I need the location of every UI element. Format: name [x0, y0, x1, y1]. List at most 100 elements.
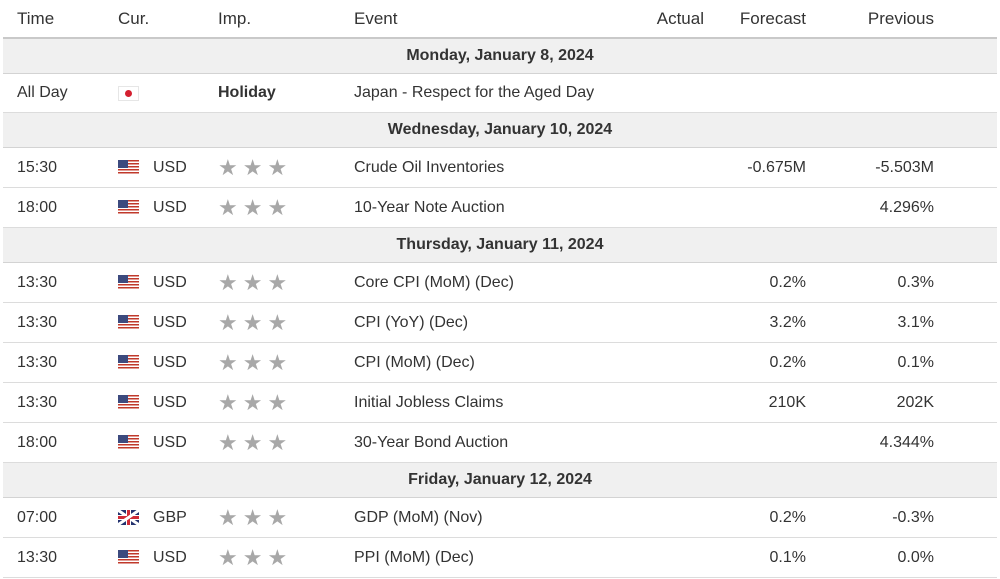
us-flag-icon	[118, 200, 139, 215]
event-previous: 202K	[896, 393, 934, 411]
event-previous: 4.296%	[879, 198, 934, 216]
holiday-label: Holiday	[218, 84, 276, 101]
event-forecast	[703, 74, 806, 112]
importance-stars: ★ ★ ★	[218, 538, 287, 577]
table-row[interactable]: 13:30 USD ★ ★ ★ PPI (MoM) (Dec) 0.1% 0.0%	[3, 538, 997, 578]
event-currency: USD	[118, 188, 187, 227]
event-name[interactable]: CPI (YoY) (Dec)	[354, 313, 469, 331]
gb-flag-icon	[118, 510, 139, 525]
event-forecast: 0.1%	[769, 548, 806, 566]
star-icon: ★	[242, 544, 263, 570]
event-name[interactable]: Japan - Respect for the Aged Day	[354, 84, 595, 101]
event-previous: 0.0%	[897, 548, 934, 566]
event-forecast: 0.2%	[769, 508, 806, 526]
event-actual	[603, 188, 704, 227]
day-header: Friday, January 12, 2024	[3, 463, 997, 498]
star-icon: ★	[242, 269, 263, 295]
event-currency: USD	[118, 303, 187, 342]
table-row[interactable]: 15:30 USD ★ ★ ★ Crude Oil Inventories -0.6…	[3, 148, 997, 188]
event-actual	[603, 74, 704, 112]
event-forecast: 3.2%	[769, 313, 806, 331]
event-actual	[603, 263, 704, 302]
table-row[interactable]: 07:00 GBP ★ ★ ★ GDP (MoM) (Nov) 0.2% -0.3%	[3, 498, 997, 538]
star-icon: ★	[218, 349, 238, 375]
day-header: Monday, January 8, 2024	[3, 39, 997, 74]
table-row[interactable]: 18:00 USD ★ ★ ★ 30-Year Bond Auction 4.344…	[3, 423, 997, 463]
us-flag-icon	[118, 275, 139, 290]
event-currency: USD	[118, 148, 187, 187]
event-time: 07:00	[17, 508, 58, 526]
importance-stars: ★ ★ ★	[218, 188, 287, 227]
event-name[interactable]: Crude Oil Inventories	[354, 158, 505, 176]
table-row[interactable]: 13:30 USD ★ ★ ★ CPI (MoM) (Dec) 0.2% 0.1%	[3, 343, 997, 383]
importance-stars: ★ ★ ★	[218, 498, 287, 537]
event-name[interactable]: GDP (MoM) (Nov)	[354, 508, 483, 526]
us-flag-icon	[118, 395, 139, 410]
star-icon: ★	[267, 504, 288, 530]
economic-calendar: Time Cur. Imp. Event Actual Forecast Pre…	[3, 0, 997, 578]
star-icon: ★	[242, 389, 263, 415]
star-icon: ★	[242, 504, 263, 530]
event-name[interactable]: PPI (MoM) (Dec)	[354, 548, 474, 566]
event-actual	[603, 343, 704, 382]
event-actual	[603, 303, 704, 342]
event-forecast	[703, 188, 806, 227]
col-time-header[interactable]: Time	[17, 8, 55, 28]
event-currency: USD	[118, 263, 187, 302]
event-forecast	[703, 423, 806, 462]
event-actual	[603, 383, 704, 422]
table-row[interactable]: All Day Holiday Japan - Respect for the …	[3, 74, 997, 113]
event-actual	[603, 148, 704, 187]
event-currency: GBP	[118, 498, 187, 537]
day-header: Wednesday, January 10, 2024	[3, 113, 997, 148]
event-forecast: 0.2%	[769, 273, 806, 291]
event-time: 13:30	[17, 353, 58, 371]
us-flag-icon	[118, 315, 139, 330]
importance-stars: ★ ★ ★	[218, 423, 287, 462]
table-row[interactable]: 18:00 USD ★ ★ ★ 10-Year Note Auction 4.296…	[3, 188, 997, 228]
importance-stars: ★ ★ ★	[218, 263, 287, 302]
col-event-header[interactable]: Event	[354, 8, 398, 28]
day-header: Thursday, January 11, 2024	[3, 228, 997, 263]
event-name[interactable]: 30-Year Bond Auction	[354, 433, 509, 451]
col-previous-header[interactable]: Previous	[867, 8, 934, 28]
event-previous: 0.3%	[897, 273, 934, 291]
star-icon: ★	[218, 429, 238, 455]
table-row[interactable]: 13:30 USD ★ ★ ★ CPI (YoY) (Dec) 3.2% 3.1%	[3, 303, 997, 343]
importance-stars: ★ ★ ★	[218, 148, 287, 187]
star-icon: ★	[218, 269, 238, 295]
event-currency: USD	[118, 383, 187, 422]
event-previous: -0.3%	[892, 508, 934, 526]
event-currency: USD	[118, 343, 187, 382]
star-icon: ★	[267, 429, 288, 455]
event-name[interactable]: Initial Jobless Claims	[354, 393, 504, 411]
event-actual	[603, 498, 704, 537]
us-flag-icon	[118, 550, 139, 565]
col-forecast-header[interactable]: Forecast	[739, 8, 806, 28]
star-icon: ★	[267, 154, 288, 180]
event-time: 18:00	[17, 433, 58, 451]
event-previous	[833, 74, 934, 112]
event-time: 18:00	[17, 198, 58, 216]
table-row[interactable]: 13:30 USD ★ ★ ★ Initial Jobless Claims 210…	[3, 383, 997, 423]
event-previous: -5.503M	[875, 158, 934, 176]
event-name[interactable]: CPI (MoM) (Dec)	[354, 353, 475, 371]
event-name[interactable]: 10-Year Note Auction	[354, 198, 505, 216]
star-icon: ★	[242, 194, 263, 220]
star-icon: ★	[218, 194, 238, 220]
col-currency-header[interactable]: Cur.	[118, 8, 150, 28]
event-forecast: 210K	[768, 393, 806, 411]
us-flag-icon	[118, 160, 139, 175]
col-importance-header[interactable]: Imp.	[218, 8, 252, 28]
table-row[interactable]: 13:30 USD ★ ★ ★ Core CPI (MoM) (Dec) 0.2% …	[3, 263, 997, 303]
event-actual	[603, 538, 704, 577]
event-name[interactable]: Core CPI (MoM) (Dec)	[354, 273, 515, 291]
star-icon: ★	[218, 309, 238, 335]
event-time: 13:30	[17, 273, 58, 291]
event-previous: 0.1%	[897, 353, 934, 371]
star-icon: ★	[242, 154, 263, 180]
col-actual-header[interactable]: Actual	[656, 8, 704, 28]
event-time: 13:30	[17, 393, 58, 411]
us-flag-icon	[118, 435, 139, 450]
star-icon: ★	[267, 269, 288, 295]
